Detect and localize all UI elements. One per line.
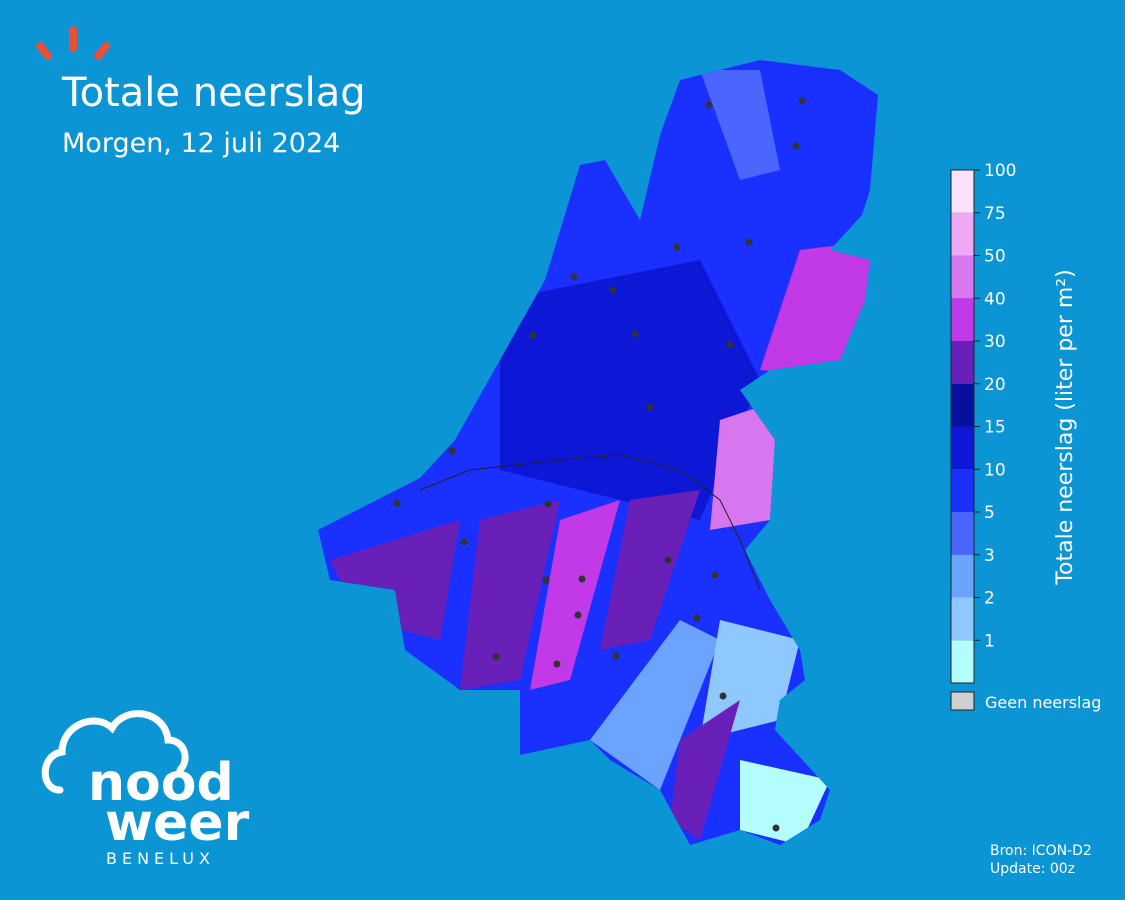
update: Update: 00z	[990, 861, 1075, 877]
colorbar-tick-label: 40	[984, 289, 1006, 309]
subtitle: Morgen, 12 juli 2024	[62, 128, 340, 159]
colorbar-label: Totale neerslag (liter per m²)	[1053, 269, 1078, 585]
no-precip-label: Geen neerslag	[985, 693, 1101, 712]
colorbar-band	[951, 426, 974, 470]
colorbar-tick-label: 75	[984, 204, 1006, 224]
colorbar-band	[951, 640, 974, 683]
colorbar-tick-label: 3	[984, 546, 995, 566]
colorbar-tick-label: 50	[984, 247, 1006, 267]
colorbar-tick-label: 1	[984, 631, 995, 651]
colorbar-band	[951, 341, 974, 384]
title: Totale neerslag	[61, 70, 366, 116]
colorbar-tick-label: 2	[984, 589, 995, 609]
logo-line2: weer	[105, 793, 250, 853]
source: Bron: ICON-D2	[990, 843, 1092, 859]
colorbar: 1 2 3 5 10 15 20 30 40 50 75 100	[950, 161, 1016, 684]
colorbar-band	[951, 554, 974, 598]
logo-line1: nood	[88, 753, 234, 813]
colorbar-tick-label: 15	[984, 418, 1006, 438]
colorbar-tick-label: 5	[984, 503, 995, 523]
logo: nood weer BENELUX	[41, 710, 250, 868]
colorbar-band	[951, 597, 974, 641]
logo-line3: BENELUX	[106, 849, 215, 868]
colorbar-band	[951, 255, 974, 299]
colorbar-tick-label: 30	[984, 332, 1006, 352]
no-precip-swatch	[950, 691, 975, 711]
colorbar-band	[951, 383, 974, 427]
colorbar-band	[951, 212, 974, 256]
colorbar-band	[951, 170, 974, 213]
colorbar-band	[951, 298, 974, 341]
sun-icon	[36, 26, 110, 60]
colorbar-band	[951, 469, 974, 512]
colorbar-tick-label: 20	[984, 375, 1006, 395]
colorbar-tick-label: 10	[984, 460, 1006, 480]
colorbar-tick-label: 100	[984, 161, 1016, 181]
colorbar-band	[951, 512, 974, 555]
